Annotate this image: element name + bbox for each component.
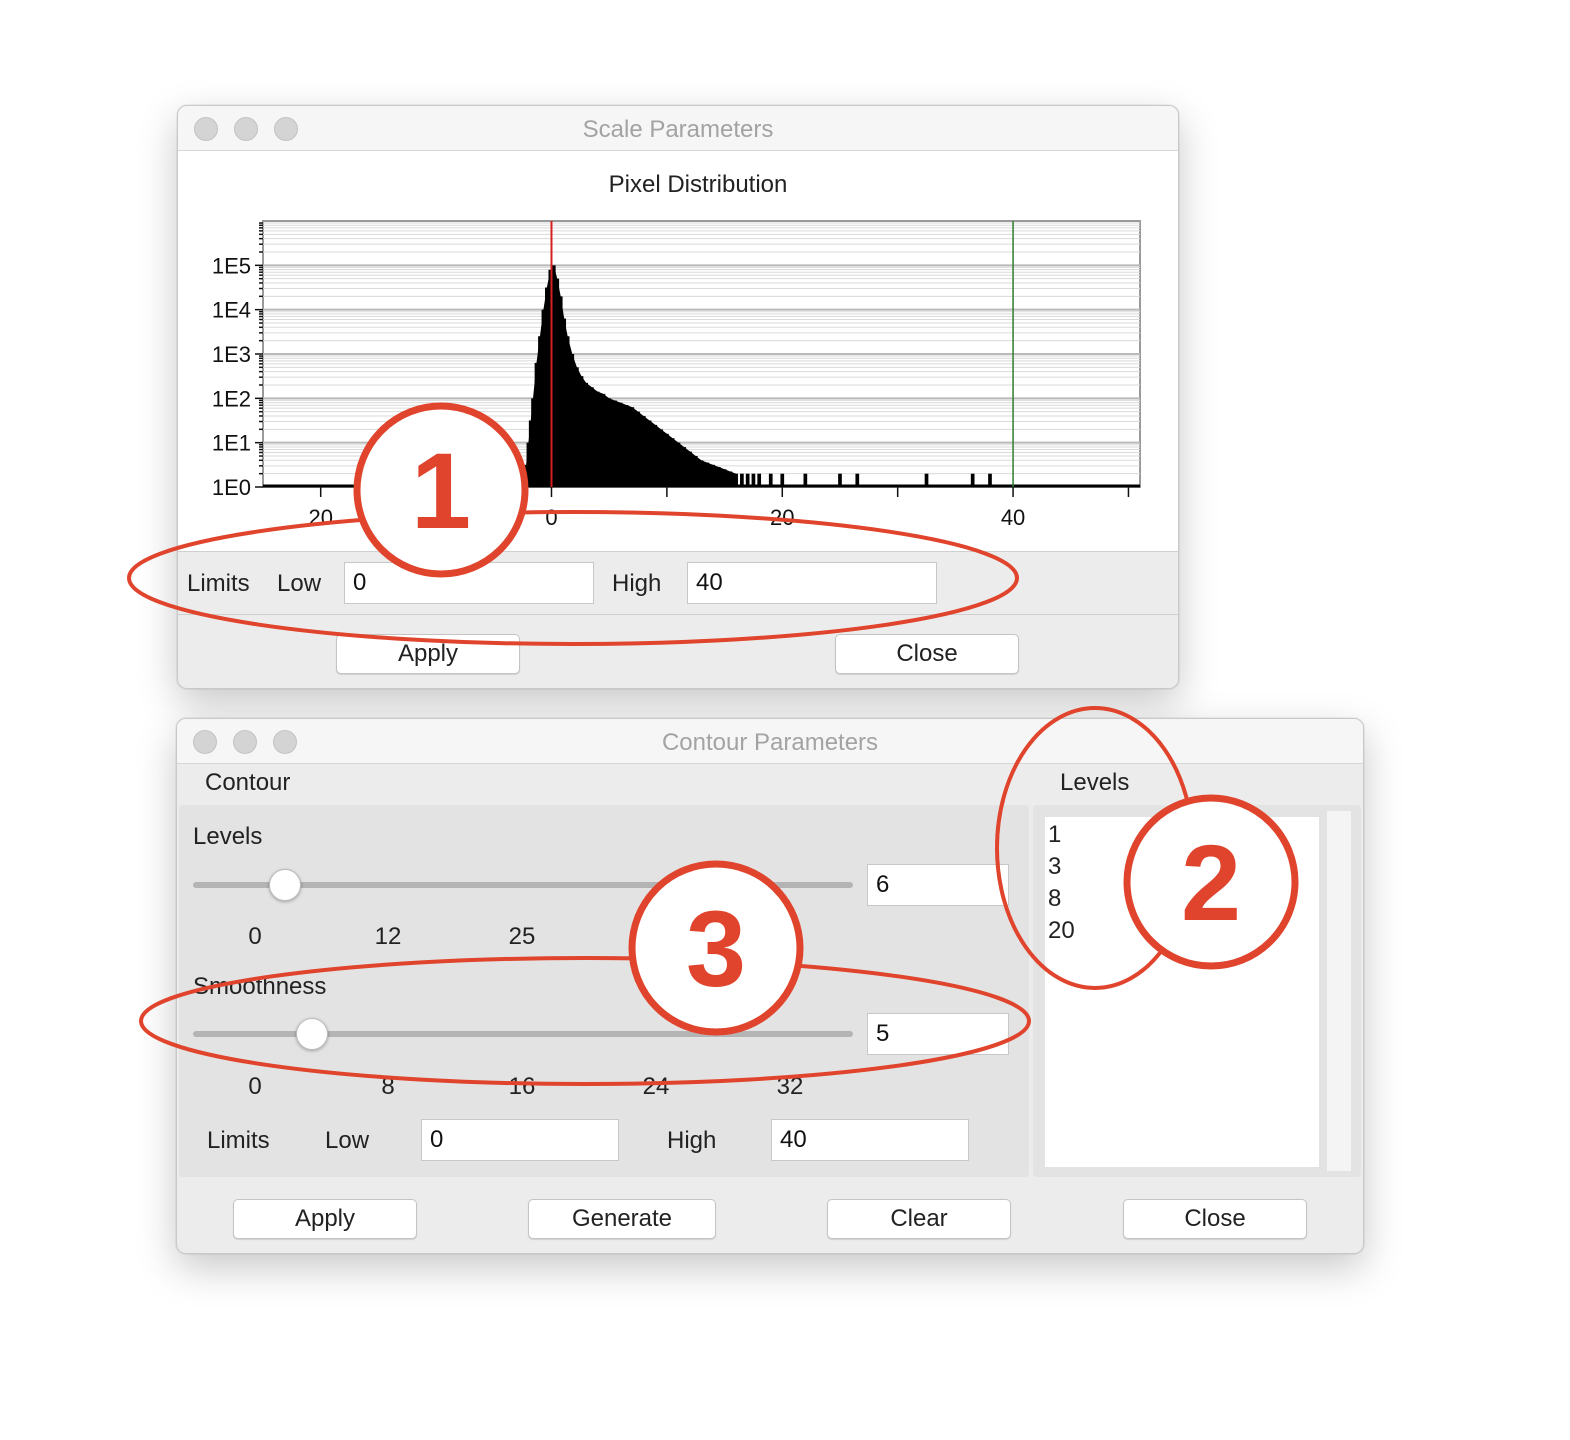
smoothness-label: Smoothness (193, 973, 327, 1000)
histogram-bar (757, 473, 762, 487)
zoom-window-icon[interactable] (274, 117, 298, 141)
levels-tick: 12 (374, 923, 402, 950)
low-limit-input[interactable]: 0 (421, 1119, 619, 1161)
zoom-window-icon[interactable] (273, 730, 297, 754)
histogram-bar (855, 473, 860, 487)
window-title: Contour Parameters (661, 729, 879, 756)
x-tick-label: 20 (770, 505, 794, 530)
smoothness-tick: 32 (776, 1073, 804, 1100)
histogram-bar (838, 473, 842, 487)
histogram-bar (751, 473, 756, 487)
smoothness-tick: 24 (642, 1073, 670, 1100)
levels-tick: 0 (248, 923, 262, 950)
high-label: High (612, 570, 662, 597)
list-item[interactable]: 3 (1048, 853, 1062, 880)
histogram-bar (803, 473, 808, 487)
contour-titlebar: Contour Parameters (177, 719, 1363, 764)
levels-label: Levels (193, 823, 263, 850)
histogram-bar (924, 473, 929, 487)
low-limit-input[interactable]: 0 (344, 562, 594, 604)
contour-section-label: Contour (205, 769, 291, 796)
clear-button[interactable]: Clear (827, 1199, 1011, 1239)
histogram-bar (970, 473, 975, 487)
window-title: Scale Parameters (582, 116, 774, 143)
contour-parameters-window: Contour Parameters Contour Levels Levels… (176, 718, 1364, 1254)
levels-list-title: Levels (1060, 769, 1130, 796)
close-button[interactable]: Close (1123, 1199, 1307, 1239)
histogram-bar (988, 473, 992, 487)
levels-input[interactable]: 6 (867, 864, 1009, 906)
levels-list-panel: 1 3 8 20 (1033, 805, 1361, 1177)
levels-slider-knob[interactable] (269, 869, 302, 901)
minimize-window-icon[interactable] (233, 730, 257, 754)
scale-titlebar: Scale Parameters (178, 106, 1178, 151)
list-item[interactable]: 8 (1048, 885, 1062, 912)
y-tick-label: 1E1 (212, 431, 251, 456)
x-tick-label: 20 (308, 505, 332, 530)
pixel-distribution-chart: 1E5 1E4 1E3 1E2 1E1 1E0 20 0 20 40 (212, 220, 1141, 530)
y-tick-label: 1E2 (212, 386, 251, 411)
list-item[interactable]: 1 (1048, 821, 1062, 848)
levels-slider-track[interactable] (193, 882, 853, 888)
scale-parameters-window: Scale Parameters Pixel Distribution 1E5 1… (177, 105, 1179, 689)
smoothness-input[interactable]: 5 (867, 1013, 1009, 1055)
smoothness-tick: 8 (381, 1073, 395, 1100)
limits-label: Limits (207, 1127, 270, 1154)
smoothness-slider-track[interactable] (193, 1031, 853, 1037)
smoothness-tick: 16 (508, 1073, 536, 1100)
low-label: Low (277, 570, 322, 597)
histogram-bar (768, 473, 773, 487)
histogram-bar (745, 473, 750, 487)
contour-controls-panel: Levels 6 0 12 25 Smoothness 5 0 8 16 24 … (179, 805, 1029, 1177)
x-tick-label: 0 (545, 505, 557, 530)
y-tick-label: 1E5 (212, 253, 251, 278)
smoothness-slider-knob[interactable] (295, 1018, 328, 1050)
chart-panel: Pixel Distribution 1E5 1E4 1E3 1E2 1E1 1E0 20 0… (178, 151, 1178, 552)
close-window-icon[interactable] (194, 117, 218, 141)
minimize-window-icon[interactable] (234, 117, 258, 141)
close-window-icon[interactable] (193, 730, 217, 754)
apply-button[interactable]: Apply (233, 1199, 417, 1239)
x-tick-label: 40 (1001, 505, 1025, 530)
limits-row: Limits Low 0 High 40 (178, 552, 1178, 615)
high-limit-input[interactable]: 40 (687, 562, 937, 604)
levels-tick: 25 (508, 923, 536, 950)
smoothness-tick: 0 (248, 1073, 262, 1100)
y-tick-label: 1E0 (212, 475, 251, 500)
levels-list[interactable]: 1 3 8 20 (1045, 817, 1319, 1167)
apply-button[interactable]: Apply (336, 634, 520, 674)
levels-list-scrollbar[interactable] (1327, 811, 1351, 1171)
generate-button[interactable]: Generate (528, 1199, 716, 1239)
y-tick-label: 1E4 (212, 298, 251, 323)
y-tick-label: 1E3 (212, 342, 251, 367)
high-label: High (667, 1127, 717, 1154)
histogram-bar (740, 473, 744, 487)
list-item[interactable]: 20 (1048, 917, 1075, 944)
low-label: Low (325, 1127, 370, 1154)
close-button[interactable]: Close (835, 634, 1019, 674)
chart-title: Pixel Distribution (608, 171, 788, 198)
limits-label: Limits (187, 570, 250, 597)
histogram-area (526, 265, 737, 487)
histogram-bar (780, 473, 785, 487)
high-limit-input[interactable]: 40 (771, 1119, 969, 1161)
